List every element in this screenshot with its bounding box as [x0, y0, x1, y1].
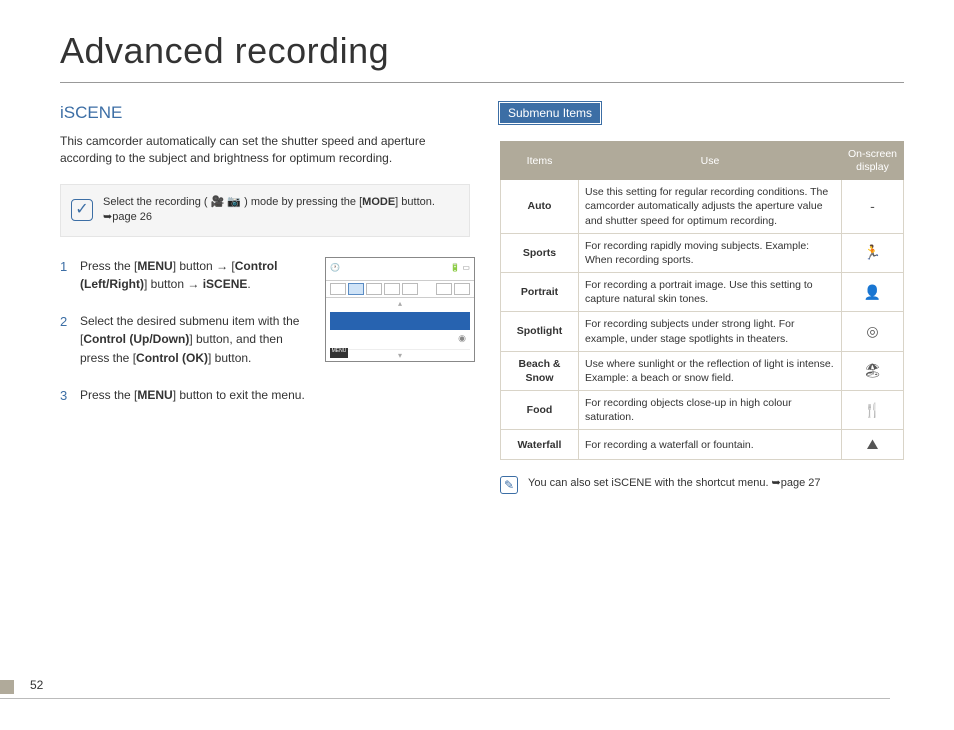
- item-cell: Spotlight: [501, 312, 579, 351]
- video-icon: 🎥: [211, 196, 225, 208]
- note-icon: ✎: [500, 476, 518, 494]
- iscene-heading: iSCENE: [60, 103, 470, 123]
- table-row: SportsFor recording rapidly moving subje…: [501, 233, 904, 272]
- use-cell: For recording rapidly moving subjects. E…: [579, 233, 842, 272]
- osd-icon: 🏃: [864, 244, 881, 260]
- submenu-items-heading: Submenu Items: [500, 103, 600, 123]
- osd-cell: ⛰: [842, 430, 904, 460]
- osd-cell: -: [842, 180, 904, 234]
- use-cell: Use this setting for regular recording c…: [579, 180, 842, 234]
- table-row: WaterfallFor recording a waterfall or fo…: [501, 430, 904, 460]
- item-cell: Food: [501, 391, 579, 430]
- item-cell: Beach & Snow: [501, 351, 579, 390]
- steps-list: 1 Press the [MENU] button → [Control (Le…: [60, 257, 470, 405]
- table-row: Beach & SnowUse where sunlight or the re…: [501, 351, 904, 390]
- osd-cell: 🏖: [842, 351, 904, 390]
- right-column: Submenu Items Items Use On-screen displa…: [500, 103, 904, 494]
- osd-cell: 🍴: [842, 391, 904, 430]
- osd-icon: ⛰: [867, 436, 879, 452]
- osd-icon: 👤: [864, 284, 881, 300]
- use-cell: For recording a waterfall or fountain.: [579, 430, 842, 460]
- iscene-intro: This camcorder automatically can set the…: [60, 133, 470, 168]
- page-side-tab: [0, 680, 14, 694]
- step-item: 1 Press the [MENU] button → [Control (Le…: [60, 257, 470, 294]
- table-row: AutoUse this setting for regular recordi…: [501, 180, 904, 234]
- camera-icon: 📷: [227, 196, 241, 208]
- left-column: iSCENE This camcorder automatically can …: [60, 103, 470, 494]
- use-cell: For recording objects close-up in high c…: [579, 391, 842, 430]
- footnote-text: You can also set iSCENE with the shortcu…: [528, 476, 821, 489]
- table-header-use: Use: [579, 142, 842, 180]
- step-item: 3 Press the [MENU] button to exit the me…: [60, 386, 470, 405]
- table-header-items: Items: [501, 142, 579, 180]
- osd-icon: ◎: [866, 323, 878, 339]
- item-cell: Auto: [501, 180, 579, 234]
- use-cell: For recording a portrait image. Use this…: [579, 273, 842, 312]
- step-text: Select the desired submenu item with the…: [80, 312, 470, 368]
- table-header-osd: On-screen display: [842, 142, 904, 180]
- use-cell: For recording subjects under strong ligh…: [579, 312, 842, 351]
- osd-cell: ◎: [842, 312, 904, 351]
- page-number: 52: [30, 678, 43, 692]
- osd-icon: 🍴: [864, 402, 881, 418]
- item-cell: Sports: [501, 233, 579, 272]
- table-row: PortraitFor recording a portrait image. …: [501, 273, 904, 312]
- item-cell: Waterfall: [501, 430, 579, 460]
- step-number: 1: [60, 257, 67, 277]
- step-number: 3: [60, 386, 67, 406]
- mode-info-box: ✓ Select the recording ( 🎥 📷 ) mode by p…: [60, 184, 470, 237]
- step-text: Press the [MENU] button to exit the menu…: [80, 386, 470, 405]
- osd-icon: 🏖: [864, 362, 882, 378]
- table-row: FoodFor recording objects close-up in hi…: [501, 391, 904, 430]
- check-icon: ✓: [71, 199, 93, 221]
- osd-cell: 👤: [842, 273, 904, 312]
- page-title: Advanced recording: [60, 30, 904, 83]
- footnote: ✎ You can also set iSCENE with the short…: [500, 476, 904, 494]
- osd-cell: 🏃: [842, 233, 904, 272]
- submenu-table: Items Use On-screen display AutoUse this…: [500, 141, 904, 460]
- mode-info-text: Select the recording ( 🎥 📷 ) mode by pre…: [103, 195, 457, 226]
- item-cell: Portrait: [501, 273, 579, 312]
- use-cell: Use where sunlight or the reflection of …: [579, 351, 842, 390]
- step-number: 2: [60, 312, 67, 332]
- table-row: SpotlightFor recording subjects under st…: [501, 312, 904, 351]
- step-item: 2 Select the desired submenu item with t…: [60, 312, 470, 368]
